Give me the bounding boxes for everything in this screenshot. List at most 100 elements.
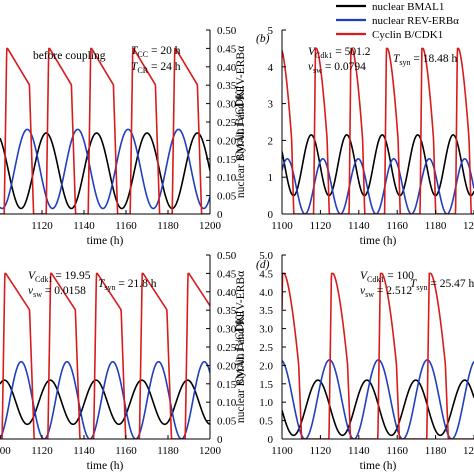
annotation-value: = 18.48 h xyxy=(411,53,458,65)
annotation-subscript: sw xyxy=(365,290,374,299)
cyclin-b-cdk1-line xyxy=(282,272,474,439)
annotation-value: = 2.512 xyxy=(374,285,412,297)
annotation-symbol: T xyxy=(131,45,139,57)
annotation: VCdk1 = 19.95 xyxy=(28,270,91,284)
y-tick-label: 0.25 xyxy=(217,117,237,129)
x-tick-label: 1140 xyxy=(348,220,370,232)
y-tick-label: 0.10 xyxy=(217,397,237,409)
annotation-subscript: Cdk1 xyxy=(367,275,384,284)
annotation: vsw = 0.0794 xyxy=(308,61,366,75)
x-tick-label: 1140 xyxy=(73,445,95,457)
annotation-value: = 25.47 h xyxy=(428,278,474,290)
annotation-symbol: v xyxy=(308,61,314,73)
y-tick-label: 5 xyxy=(268,25,274,37)
y-tick-label: 2.5 xyxy=(259,342,273,354)
y-axis-label: Cyclin B/CDK1 xyxy=(234,310,246,385)
x-tick-label: 1180 xyxy=(425,445,447,457)
y-tick-label: 3 xyxy=(268,99,274,111)
annotation-symbol: V xyxy=(360,270,369,282)
x-tick-label: 1160 xyxy=(386,220,408,232)
x-axis-label: time (h) xyxy=(360,235,397,247)
annotation-value: = 21.8 h xyxy=(116,278,157,290)
nuclear-bmal1-line xyxy=(0,132,210,210)
series-group xyxy=(0,47,210,214)
x-tick-label: 1140 xyxy=(348,445,370,457)
x-tick-label: 1120 xyxy=(31,445,53,457)
annotation-symbol: V xyxy=(28,270,37,282)
annotation-symbol: V xyxy=(308,46,317,58)
x-tick-label: 1200 xyxy=(199,220,222,232)
annotation-symbol: T xyxy=(98,278,106,290)
x-tick-label: 1180 xyxy=(157,445,179,457)
annotation-symbol: T xyxy=(410,278,418,290)
annotation: before coupling xyxy=(33,50,106,62)
nuclear-rev-erb-line xyxy=(0,360,210,439)
y-tick-label: 1.5 xyxy=(259,379,273,391)
y-axis-label: nuclear BMAL1 and REV-ERBα xyxy=(235,46,247,198)
annotation-subscript: CC xyxy=(137,50,148,59)
panel-d: 1100 1120 1140 1160 1180 1200 time (h) 0 0.5 1.0 1… xyxy=(235,250,474,472)
annotation: vsw = 0.0158 xyxy=(28,285,86,299)
panel-b: 1100 1120 1140 1160 1180 1200 time (h) 0 1 2 3 4 5 nu… xyxy=(235,25,474,247)
annotation-symbol: T xyxy=(393,53,401,65)
legend-label: nuclear BMAL1 xyxy=(372,1,444,13)
annotation: Tsyn = 18.48 h xyxy=(393,53,458,67)
y-axis-label: nuclear BMAL1 and REV-ERBα xyxy=(235,271,247,423)
y-tick-label: 0.45 xyxy=(217,268,237,280)
annotation-subscript: CR xyxy=(137,66,148,75)
x-tick-label: 1160 xyxy=(386,445,408,457)
y-tick-label: 0.10 xyxy=(217,172,237,184)
y-tick-label: 1.0 xyxy=(259,397,273,409)
x-tick-label: 1100 xyxy=(271,220,293,232)
legend: nuclear BMAL1 nuclear REV-ERBα Cyclin B/CD… xyxy=(336,1,459,41)
y-tick-label: 1 xyxy=(268,172,274,184)
annotation-subscript: sw xyxy=(313,66,322,75)
x-tick-label: 1120 xyxy=(31,220,53,232)
annotation: vsw = 2.512 xyxy=(360,285,412,299)
annotation: VCdk1 = 501.2 xyxy=(308,46,371,60)
y-tick-label: 0.20 xyxy=(217,360,237,372)
annotation-symbol: T xyxy=(131,61,139,73)
annotation: TCR = 24 h xyxy=(131,61,181,75)
x-axis-label: time (h) xyxy=(87,460,124,472)
x-tick-label: 1120 xyxy=(310,220,332,232)
y-axis-label: Cyclin B/CDK1 xyxy=(234,85,246,160)
panel-c: 1100 1120 1140 1160 1180 1200 time (h) 0 0.05 0.1… xyxy=(0,250,246,472)
x-tick-label: 1100 xyxy=(271,445,293,457)
x-axis-label: time (h) xyxy=(87,235,124,247)
x-tick-label: 1160 xyxy=(115,220,137,232)
series-group xyxy=(0,272,210,439)
annotation-subscript: Cdk1 xyxy=(35,275,52,284)
y-tick-label: 3.5 xyxy=(259,305,273,317)
y-tick-label: 0.30 xyxy=(217,324,237,336)
y-tick-label: 0.30 xyxy=(217,99,237,111)
legend-label: Cyclin B/CDK1 xyxy=(372,29,443,41)
y-tick-label: 0.45 xyxy=(217,43,237,55)
annotation-value: = 100 xyxy=(384,270,414,282)
annotation-value: = 19.95 xyxy=(52,270,90,282)
y-tick-label: 0.35 xyxy=(217,80,237,92)
cyclin-b-cdk1-line xyxy=(0,47,210,214)
x-tick-label: 1120 xyxy=(310,445,332,457)
nuclear-rev-erb-line xyxy=(0,128,210,210)
y-tick-label: 0.5 xyxy=(259,416,273,428)
annotation-value: = 0.0794 xyxy=(322,61,366,73)
x-tick-label: 1160 xyxy=(115,445,137,457)
y-tick-label: 4.5 xyxy=(259,268,273,280)
y-tick-label: 0.50 xyxy=(217,25,237,37)
y-tick-label: 0 xyxy=(268,434,274,446)
y-tick-label: 0 xyxy=(217,434,223,446)
x-axis-label: time (h) xyxy=(360,460,397,472)
annotation-symbol: v xyxy=(360,285,366,297)
y-tick-label: 0.05 xyxy=(217,191,237,203)
nuclear-rev-erb-line xyxy=(282,359,474,439)
annotation-subscript: syn xyxy=(399,58,410,67)
annotation-value: = 20 h xyxy=(148,45,181,57)
y-tick-label: 0.40 xyxy=(217,62,237,74)
annotation-subscript: syn xyxy=(416,283,427,292)
y-tick-label: 0.25 xyxy=(217,342,237,354)
x-tick-label: 1100 xyxy=(0,445,11,457)
nuclear-rev-erb-line xyxy=(282,158,474,214)
annotation: TCC = 20 h xyxy=(131,45,181,59)
